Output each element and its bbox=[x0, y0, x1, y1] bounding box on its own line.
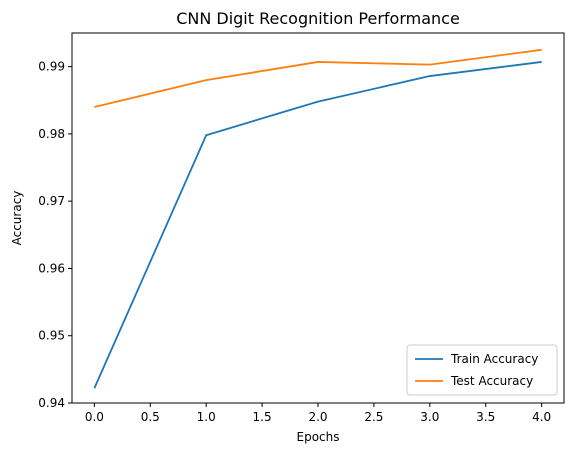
series-lines bbox=[93, 48, 542, 389]
legend-label-test: Test Accuracy bbox=[450, 374, 533, 388]
legend-box bbox=[406, 344, 558, 396]
x-tick-label: 1.5 bbox=[253, 410, 272, 424]
legend: Train Accuracy Test Accuracy bbox=[406, 344, 558, 396]
y-tick-label: 0.98 bbox=[38, 127, 65, 141]
y-tick-label: 0.99 bbox=[38, 60, 65, 74]
legend-label-train: Train Accuracy bbox=[450, 352, 538, 366]
y-tick-label: 0.96 bbox=[38, 261, 65, 275]
x-tick-label: 4.0 bbox=[532, 410, 551, 424]
x-tick-label: 1.0 bbox=[197, 410, 216, 424]
train-accuracy-line bbox=[93, 61, 542, 389]
x-tick-label: 2.5 bbox=[364, 410, 383, 424]
x-tick-label: 2.0 bbox=[308, 410, 327, 424]
y-tick-label: 0.97 bbox=[38, 194, 65, 208]
chart-title: CNN Digit Recognition Performance bbox=[176, 9, 460, 28]
y-tick-label: 0.95 bbox=[38, 329, 65, 343]
x-tick-label: 0.5 bbox=[141, 410, 160, 424]
x-tick-label: 0.0 bbox=[85, 410, 104, 424]
y-tick-label: 0.94 bbox=[38, 396, 65, 410]
test-accuracy-line bbox=[94, 48, 542, 108]
y-axis-ticks: 0.94 0.95 0.96 0.97 0.98 0.99 bbox=[38, 60, 72, 410]
y-axis-label: Accuracy bbox=[10, 191, 24, 246]
x-tick-label: 3.5 bbox=[476, 410, 495, 424]
x-tick-label: 3.0 bbox=[420, 410, 439, 424]
x-axis-ticks: 0.0 0.5 1.0 1.5 2.0 2.5 3.0 3.5 4.0 bbox=[85, 403, 551, 424]
x-axis-label: Epochs bbox=[297, 430, 340, 444]
